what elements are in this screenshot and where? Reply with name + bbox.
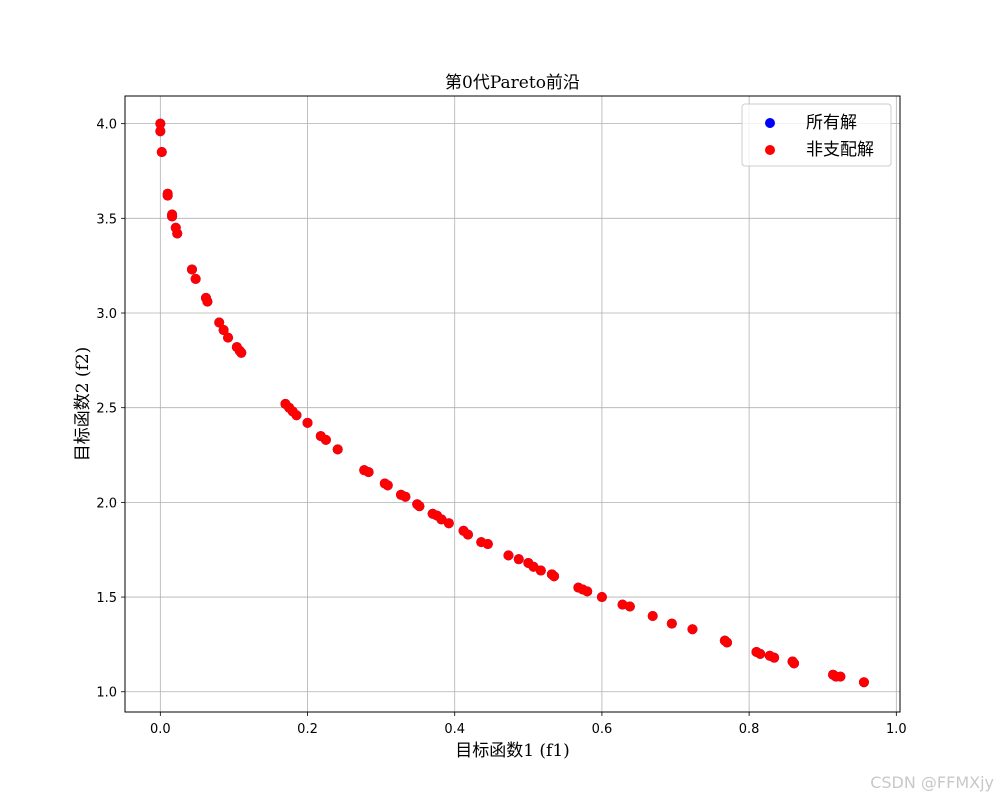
non-dominated-point — [223, 332, 234, 343]
legend: 所有解 非支配解 — [741, 103, 892, 167]
non-dominated-point — [167, 211, 178, 222]
non-dominated-point — [320, 434, 331, 445]
y-tick-label: 2.5 — [96, 402, 117, 417]
non-dominated-point — [218, 325, 229, 336]
non-dominated-point — [462, 529, 473, 540]
legend-label-all-solutions: 所有解 — [806, 113, 857, 133]
x-axis-ticks: 0.0 0.2 0.4 0.6 0.8 1.0 — [150, 712, 907, 737]
non-dominated-point — [155, 118, 166, 129]
non-dominated-point — [302, 417, 313, 428]
non-dominated-point — [647, 610, 658, 621]
non-dominated-point — [156, 147, 167, 158]
x-tick-label: 0.4 — [444, 722, 465, 737]
x-tick-label: 1.0 — [886, 722, 907, 737]
non-dominated-point — [835, 671, 846, 682]
x-tick-label: 0.6 — [592, 722, 613, 737]
x-tick-label: 0.0 — [150, 722, 171, 737]
non-dominated-point — [858, 677, 869, 688]
non-dominated-point — [202, 296, 213, 307]
non-dominated-point — [482, 539, 493, 550]
y-tick-label: 1.0 — [96, 686, 117, 701]
non-dominated-point — [687, 624, 698, 635]
non-dominated-point — [236, 347, 247, 358]
non-dominated-point — [436, 514, 447, 525]
non-dominated-point — [291, 410, 302, 421]
non-dominated-point — [582, 586, 593, 597]
y-tick-label: 2.0 — [96, 496, 117, 511]
y-axis-ticks: 1.0 1.5 2.0 2.5 3.0 3.5 4.0 — [96, 118, 125, 701]
non-dominated-point — [789, 658, 800, 669]
non-dominated-point — [769, 652, 780, 663]
non-dominated-point — [528, 561, 539, 572]
non-dominated-point — [186, 264, 197, 275]
non-dominated-point — [382, 480, 393, 491]
x-axis-label: 目标函数1 (f1) — [455, 741, 570, 761]
y-tick-label: 3.0 — [96, 307, 117, 322]
y-tick-label: 4.0 — [96, 118, 117, 133]
non-dominated-point — [513, 554, 524, 565]
x-tick-label: 0.2 — [297, 722, 318, 737]
non-dominated-point — [535, 565, 546, 576]
legend-marker-non-dominated — [765, 145, 775, 155]
y-tick-label: 1.5 — [96, 591, 117, 606]
non-dominated-point — [549, 571, 560, 582]
non-dominated-point — [443, 518, 454, 529]
watermark: CSDN @FFMXjy — [870, 773, 994, 792]
plot-frame — [124, 95, 901, 713]
legend-marker-all-solutions — [765, 118, 775, 128]
non-dominated-point — [162, 190, 173, 201]
chart-title: 第0代Pareto前沿 — [445, 73, 580, 93]
non-dominated-point — [596, 592, 607, 603]
non-dominated-point — [414, 501, 425, 512]
non-dominated-point — [363, 467, 374, 478]
y-tick-label: 3.5 — [96, 212, 117, 227]
non-dominated-point — [214, 317, 225, 328]
non-dominated-point — [155, 126, 166, 137]
non-dominated-point — [400, 491, 411, 502]
series-non-dominated — [155, 118, 869, 688]
non-dominated-point — [624, 601, 635, 612]
non-dominated-point — [755, 648, 766, 659]
non-dominated-point — [666, 618, 677, 629]
non-dominated-point — [722, 637, 733, 648]
x-tick-label: 0.8 — [739, 722, 760, 737]
data-points — [155, 118, 869, 688]
legend-label-non-dominated: 非支配解 — [806, 140, 874, 160]
grid-lines — [125, 96, 900, 712]
non-dominated-point — [190, 273, 201, 284]
series-all-solutions — [155, 118, 869, 688]
non-dominated-point — [332, 444, 343, 455]
legend-box — [741, 103, 892, 167]
non-dominated-point — [503, 550, 514, 561]
non-dominated-point — [172, 228, 183, 239]
y-axis-label: 目标函数2 (f2) — [73, 347, 93, 462]
